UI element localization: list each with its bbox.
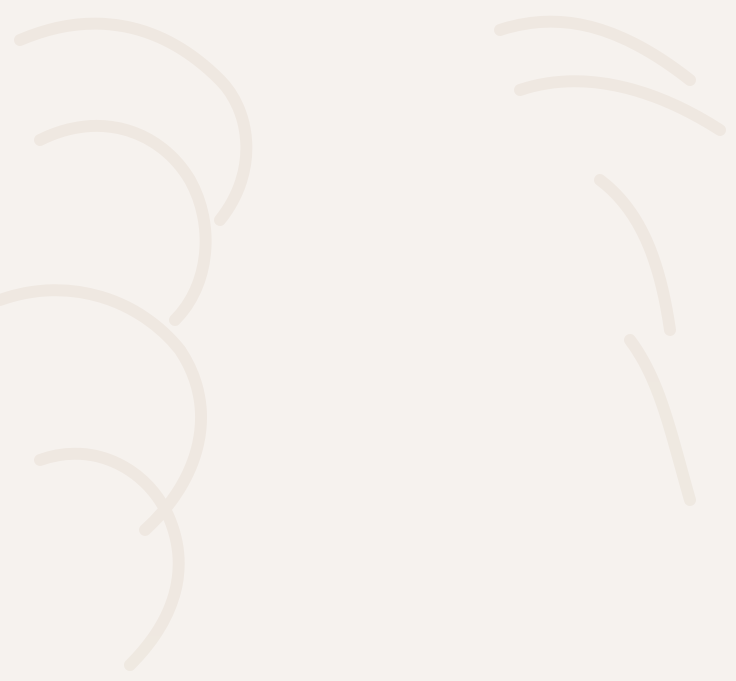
left-bar-d40 <box>232 483 458 531</box>
right-bar-d45 <box>458 536 662 584</box>
right-bar-d15 <box>458 216 526 264</box>
right-tick-100: 100 <box>560 655 597 680</box>
right-bar-d25 <box>458 323 568 371</box>
left-bar-d5 <box>417 110 458 158</box>
left-tick-0: 0 <box>452 655 464 680</box>
labels-layer: d1 d5 d10 d15 d20 d25 d30 d35 d40 d45 d50 <box>28 67 68 627</box>
left-tick-200: 200 <box>200 655 237 680</box>
category-label-d40: d40 <box>28 493 68 520</box>
left-bar-d10 <box>398 163 458 211</box>
left-bar-d45 <box>203 536 458 584</box>
right-bar-d5 <box>458 110 490 158</box>
left-tick-100: 100 <box>320 655 357 680</box>
right-bar-d10 <box>458 163 505 211</box>
left-bar-d15 <box>374 216 458 264</box>
right-bar-d1 <box>458 57 470 104</box>
right-bar-d40 <box>458 483 636 531</box>
category-label-d15: d15 <box>28 226 68 253</box>
category-label-d10: d10 <box>28 173 68 200</box>
category-label-d35: d35 <box>28 440 68 467</box>
left-bar-d25 <box>320 323 458 371</box>
left-bar-d30 <box>287 376 458 424</box>
category-label-d50: d50 <box>28 600 68 627</box>
right-bar-d30 <box>458 376 592 424</box>
category-label-d5: d5 <box>41 120 68 147</box>
left-tick-300: 300 <box>80 655 117 680</box>
category-label-d1: d1 <box>41 67 68 94</box>
right-tick-200: 200 <box>680 655 717 680</box>
left-bar-d35 <box>260 430 458 478</box>
right-bar-d35 <box>458 430 614 478</box>
ticks-layer: 300 200 100 0 100 200 <box>80 655 717 680</box>
left-bar-d1 <box>440 57 458 104</box>
bars-layer <box>172 57 689 637</box>
category-label-d45: d45 <box>28 546 68 573</box>
left-bar-d20 <box>347 270 458 318</box>
right-bar-d50 <box>458 590 689 637</box>
category-label-d25: d25 <box>28 333 68 360</box>
category-label-d20: d20 <box>28 280 68 307</box>
left-series-title: Casos por 100mil hab. <box>180 16 400 41</box>
category-label-d30: d30 <box>28 386 68 413</box>
right-bar-d20 <box>458 270 545 318</box>
right-series-title: Def. por millón hab. <box>508 16 699 41</box>
left-bar-d50 <box>172 590 458 637</box>
